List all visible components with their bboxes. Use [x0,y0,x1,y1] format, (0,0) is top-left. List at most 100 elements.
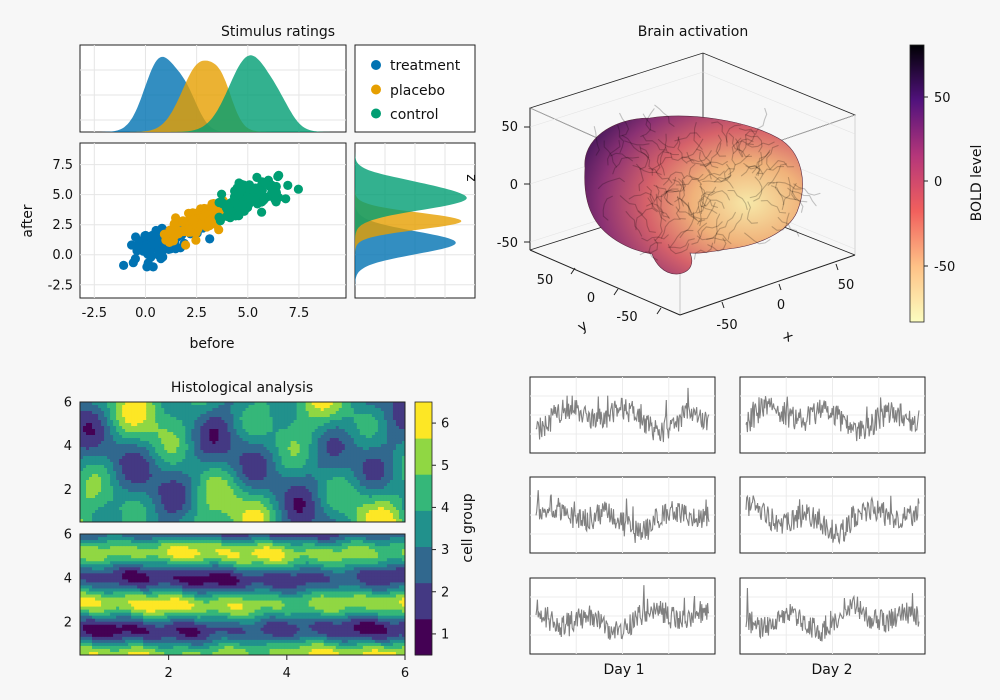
contour-cell [188,474,192,478]
contour-cell [221,477,226,481]
contour-cell [107,441,111,445]
contour-cell [218,495,223,499]
contour-cell [233,462,238,466]
contour-cell [335,462,340,466]
contour-cell [107,519,111,522]
contour-cell [359,456,364,460]
contour-cell [365,468,370,472]
contour-cell [221,447,226,451]
contour-cell [125,426,129,430]
contour-cell [125,429,129,433]
contour-cell [254,420,259,424]
contour-cell [170,456,174,460]
contour-cell [371,417,376,421]
contour-cell [230,513,235,517]
contour-cell [182,477,186,481]
contour-cell [173,507,177,511]
contour-cell [80,651,84,655]
contour-cell [290,510,295,514]
contour-cell [296,456,301,460]
contour-cell [332,519,337,522]
contour-cell [311,426,316,430]
contour-cell [83,582,87,587]
contour-cell [134,492,138,496]
contour-cell [119,483,123,487]
contour-cell [221,474,226,478]
contour-cell [155,474,159,478]
contour-cell [320,456,325,460]
contour-cell [374,456,379,460]
contour-cell [374,486,379,490]
contour-cell [359,426,364,430]
contour-cell [170,420,174,424]
contour-cell [203,483,207,487]
contour-cell [365,519,370,522]
contour-cell [146,405,150,409]
contour-cell [203,402,207,406]
contour-cell [389,417,394,421]
contour-cell [329,477,334,481]
contour-cell [209,453,214,457]
contour-cell [116,402,120,406]
contour-cell [383,495,388,499]
contour-cell [260,423,265,427]
contour-cell [200,513,204,517]
contour-cell [326,411,331,415]
contour-cell [242,408,247,412]
contour-cell [287,459,292,463]
contour-cell [341,417,346,421]
contour-cell [218,519,223,522]
contour-cell [299,432,304,436]
contour-cell [158,426,162,430]
contour-cell [314,507,319,511]
contour-cell [134,411,138,415]
scatter-point [214,212,224,222]
contour-cell [227,432,232,436]
contour-cell [212,423,217,427]
contour-cell [188,402,192,406]
contour-cell [257,495,262,499]
contour-cell [371,465,376,469]
contour-cell [344,519,349,522]
contour-cell [374,459,379,463]
contour-cell [173,447,177,451]
contour-cell [227,501,232,505]
contour-cell [167,468,171,472]
contour-cell [353,441,358,445]
contour-cell [98,462,102,466]
contour-cell [128,486,132,490]
contour-cell [287,438,292,442]
contour-cell [161,444,165,448]
contour-cell [197,519,201,522]
contour-cell [350,447,355,451]
contour-cell [338,405,343,409]
contour-cell [128,447,132,451]
contour-cell [401,489,405,493]
contour-cell [185,459,189,463]
contour-cell [164,486,168,490]
contour-cell [83,426,87,430]
contour-cell [239,438,244,442]
contour-cell [173,444,177,448]
contour-cell [89,501,93,505]
gyrus [736,137,753,158]
scatter-point [283,180,293,190]
contour-cell [278,420,283,424]
contour-cell [233,441,238,445]
contour-cell [242,405,247,409]
contour-cell [83,447,87,451]
contour-cell [326,474,331,478]
contour-cell [239,417,244,421]
contour-cell [209,447,214,451]
contour-cell [344,405,349,409]
scatter-point [181,240,191,250]
contour-cell [206,519,210,522]
contour-cell [248,402,253,406]
contour-cell [233,420,238,424]
contour-cell [278,423,283,427]
contour-cell [281,453,286,457]
contour-cell [176,459,180,463]
contour-cell [83,459,87,463]
contour-cell [188,456,192,460]
contour-cell [263,513,268,517]
